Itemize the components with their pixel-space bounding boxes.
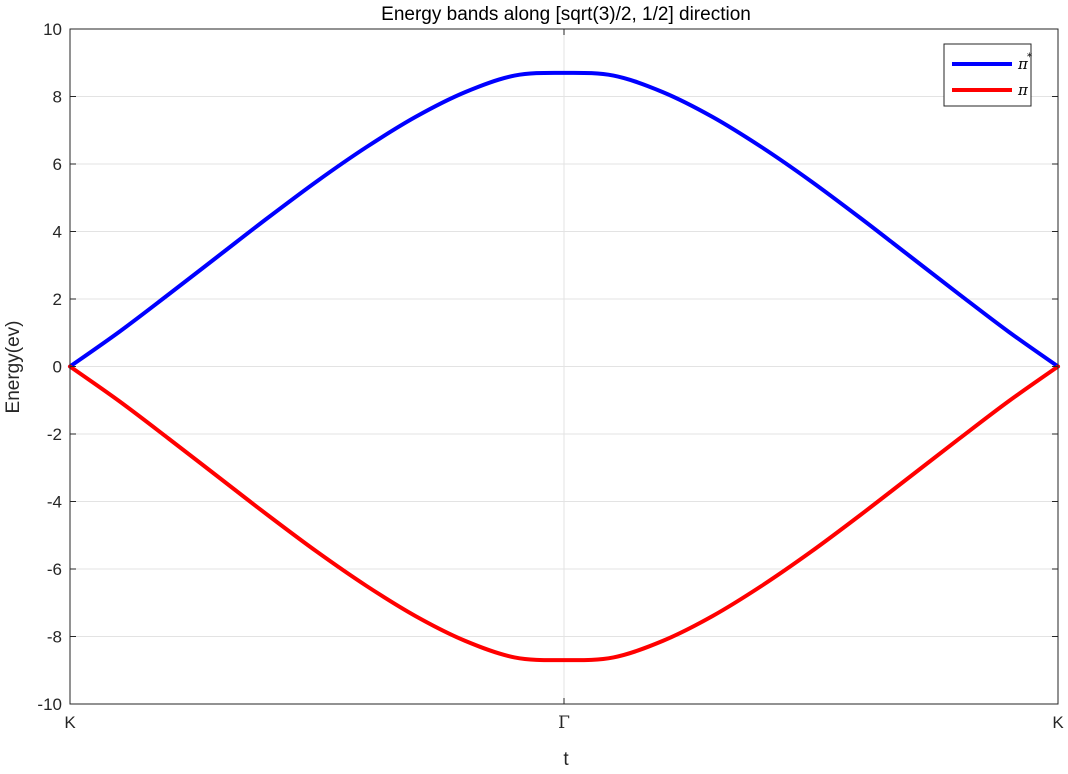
series-layer <box>68 70 1060 663</box>
legend-label: π <box>1017 81 1029 99</box>
axes <box>69 28 1059 705</box>
y-tick-label: -6 <box>47 560 62 579</box>
legend-label-superscript: * <box>1027 52 1032 63</box>
y-tick-label: 4 <box>53 223 62 242</box>
y-tick-label: 0 <box>53 358 62 377</box>
series-line-pi <box>68 364 1060 663</box>
grid <box>69 28 1059 705</box>
x-tick-label: Γ <box>558 713 570 733</box>
chart-title: Energy bands along [sqrt(3)/2, 1/2] dire… <box>381 4 751 25</box>
y-tick-label: -2 <box>47 425 62 444</box>
x-tick-label: K <box>64 713 76 732</box>
y-tick-label: 6 <box>53 155 62 174</box>
legend[interactable]: π *π <box>943 43 1032 107</box>
y-tick-label: -4 <box>47 493 62 512</box>
tick-labels: -10 -8 -6 -4 -2 0 2 4 6 8 10 K Γ K <box>37 20 1064 733</box>
x-tick-label: K <box>1052 713 1064 732</box>
legend-box <box>943 43 1032 107</box>
y-tick-label: 10 <box>43 20 62 39</box>
y-axis-title: Energy(ev) <box>3 321 24 414</box>
axes-box <box>69 28 1059 705</box>
y-tick-label: -8 <box>47 628 62 647</box>
y-tick-label: -10 <box>37 695 62 714</box>
series-line-pi-star <box>68 70 1060 369</box>
x-axis-title: t <box>563 749 569 769</box>
y-tick-label: 8 <box>53 88 62 107</box>
y-tick-label: 2 <box>53 290 62 309</box>
legend-label: π <box>1017 55 1029 73</box>
